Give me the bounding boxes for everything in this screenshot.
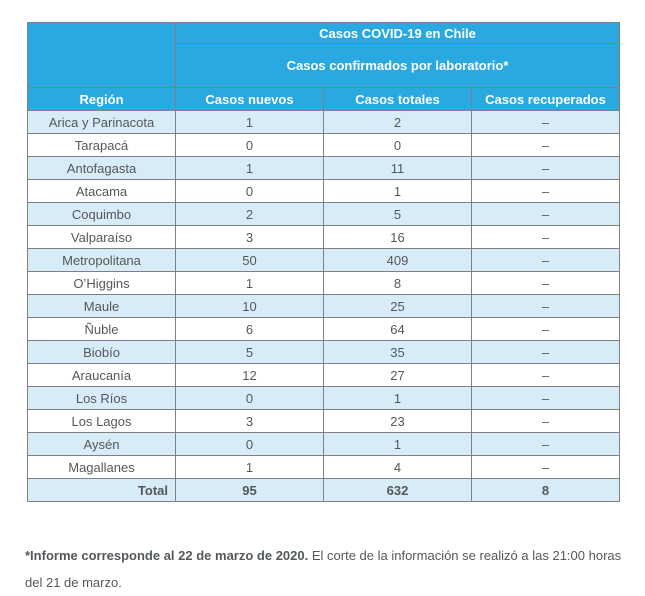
table-row: Metropolitana 50 409–: [27, 248, 621, 272]
new-cases-cell: 0: [175, 386, 324, 410]
covid-table-container: Casos COVID-19 en Chile Casos confirmado…: [27, 22, 621, 502]
recovered-cases-cell: –: [470, 156, 621, 180]
recovered-cases-cell: 8: [470, 478, 621, 502]
recovered-cases-cell: –: [470, 409, 621, 433]
table-row: Atacama 0 1–: [27, 179, 621, 203]
table-row: Antofagasta 1 11–: [27, 156, 621, 180]
column-header-new-cases: Casos nuevos: [175, 87, 324, 111]
new-cases-cell: 0: [175, 432, 324, 456]
total-cases-cell: 64: [323, 317, 472, 341]
total-cases-cell: 11: [323, 156, 472, 180]
total-cases-cell: 25: [323, 294, 472, 318]
total-cases-cell: 5: [323, 202, 472, 226]
total-cases-cell: 35: [323, 340, 472, 364]
recovered-cases-cell: –: [470, 110, 621, 134]
region-cell: Biobío: [27, 340, 176, 364]
region-cell: Maule: [27, 294, 176, 318]
new-cases-cell: 1: [175, 110, 324, 134]
new-cases-cell: 2: [175, 202, 324, 226]
region-cell: Tarapacá: [27, 133, 176, 157]
total-cases-cell: 23: [323, 409, 472, 433]
recovered-cases-cell: –: [470, 340, 621, 364]
recovered-cases-cell: –: [470, 363, 621, 387]
region-cell: Metropolitana: [27, 248, 176, 272]
table-row: Maule 10 25–: [27, 294, 621, 318]
table-subtitle: Casos confirmados por laboratorio*: [174, 43, 621, 88]
total-cases-cell: 1: [323, 386, 472, 410]
corner-cell: [27, 22, 176, 88]
recovered-cases-cell: –: [470, 133, 621, 157]
recovered-cases-cell: –: [470, 432, 621, 456]
new-cases-cell: 1: [175, 271, 324, 295]
recovered-cases-cell: –: [470, 294, 621, 318]
new-cases-cell: 3: [175, 409, 324, 433]
total-label-cell: Total: [27, 478, 176, 502]
table-row: Tarapacá 0 0–: [27, 133, 621, 157]
new-cases-cell: 1: [175, 156, 324, 180]
region-cell: O’Higgins: [27, 271, 176, 295]
table-row: Biobío 5 35–: [27, 340, 621, 364]
total-cases-cell: 2: [323, 110, 472, 134]
total-row: Total 95 632 8: [27, 478, 621, 502]
table-row: Ñuble 6 64–: [27, 317, 621, 341]
new-cases-cell: 1: [175, 455, 324, 479]
footnote-date-bold: *Informe corresponde al 22 de marzo de 2…: [25, 548, 309, 563]
table-row: O’Higgins 1 8–: [27, 271, 621, 295]
region-cell: Aysén: [27, 432, 176, 456]
recovered-cases-cell: –: [470, 386, 621, 410]
column-header-total-cases: Casos totales: [323, 87, 472, 111]
region-cell: Magallanes: [27, 455, 176, 479]
new-cases-cell: 95: [175, 478, 324, 502]
new-cases-cell: 6: [175, 317, 324, 341]
total-cases-cell: 632: [323, 478, 472, 502]
table-row: Arica y Parinacota 1 2–: [27, 110, 621, 134]
new-cases-cell: 12: [175, 363, 324, 387]
column-header-recovered-cases: Casos recuperados: [470, 87, 621, 111]
recovered-cases-cell: –: [470, 179, 621, 203]
table-row: Aysén 0 1–: [27, 432, 621, 456]
new-cases-cell: 3: [175, 225, 324, 249]
total-cases-cell: 0: [323, 133, 472, 157]
recovered-cases-cell: –: [470, 225, 621, 249]
covid-cases-table: Casos COVID-19 en Chile Casos confirmado…: [27, 22, 621, 502]
recovered-cases-cell: –: [470, 271, 621, 295]
total-cases-cell: 27: [323, 363, 472, 387]
table-row: Los Ríos 0 1–: [27, 386, 621, 410]
region-cell: Araucanía: [27, 363, 176, 387]
table-row: Valparaíso 3 16–: [27, 225, 621, 249]
total-cases-cell: 1: [323, 432, 472, 456]
recovered-cases-cell: –: [470, 455, 621, 479]
region-cell: Atacama: [27, 179, 176, 203]
total-cases-cell: 409: [323, 248, 472, 272]
table-row: Magallanes 1 4–: [27, 455, 621, 479]
region-cell: Ñuble: [27, 317, 176, 341]
table-row: Araucanía 12 27–: [27, 363, 621, 387]
region-cell: Valparaíso: [27, 225, 176, 249]
table-row: Coquimbo 2 5–: [27, 202, 621, 226]
region-cell: Coquimbo: [27, 202, 176, 226]
table-row: Los Lagos 3 23–: [27, 409, 621, 433]
recovered-cases-cell: –: [470, 202, 621, 226]
table-title: Casos COVID-19 en Chile: [174, 22, 621, 44]
new-cases-cell: 5: [175, 340, 324, 364]
total-cases-cell: 8: [323, 271, 472, 295]
report-footnote: *Informe corresponde al 22 de marzo de 2…: [25, 543, 623, 596]
new-cases-cell: 10: [175, 294, 324, 318]
recovered-cases-cell: –: [470, 248, 621, 272]
total-cases-cell: 16: [323, 225, 472, 249]
region-cell: Los Ríos: [27, 386, 176, 410]
total-cases-cell: 1: [323, 179, 472, 203]
region-cell: Arica y Parinacota: [27, 110, 176, 134]
column-header-region: Región: [27, 87, 176, 111]
region-cell: Antofagasta: [27, 156, 176, 180]
total-cases-cell: 4: [323, 455, 472, 479]
new-cases-cell: 50: [175, 248, 324, 272]
table-body: Arica y Parinacota 1 2– Tarapacá 0 0– Antofaga…: [27, 110, 621, 502]
new-cases-cell: 0: [175, 133, 324, 157]
region-cell: Los Lagos: [27, 409, 176, 433]
new-cases-cell: 0: [175, 179, 324, 203]
recovered-cases-cell: –: [470, 317, 621, 341]
